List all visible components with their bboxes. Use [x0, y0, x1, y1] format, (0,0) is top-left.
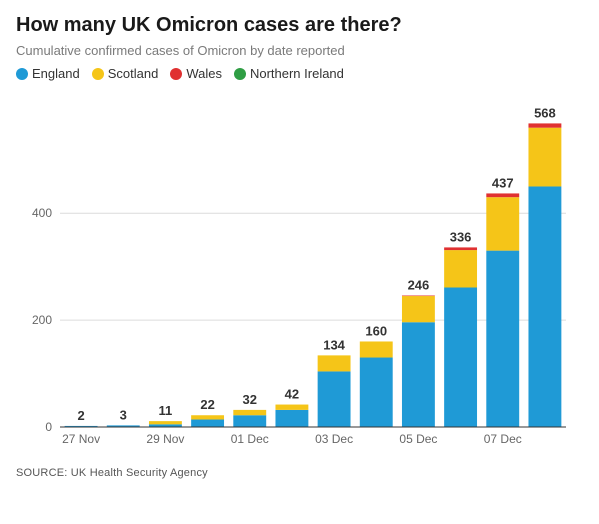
legend-label: Wales	[186, 66, 222, 81]
svg-text:400: 400	[32, 206, 52, 220]
bar-value-label: 160	[365, 323, 387, 338]
legend-item: Scotland	[92, 66, 159, 81]
bar-segment	[486, 197, 519, 250]
bar-value-label: 2	[77, 408, 84, 423]
bar-value-label: 42	[285, 387, 299, 402]
chart-title: How many UK Omicron cases are there?	[16, 14, 583, 37]
bar-segment	[528, 123, 561, 127]
legend-item: England	[16, 66, 80, 81]
bar-value-label: 11	[159, 403, 173, 418]
bar-segment	[486, 193, 519, 197]
bar-segment	[444, 250, 477, 287]
legend-label: England	[32, 66, 80, 81]
legend-label: Scotland	[108, 66, 159, 81]
bar-segment	[360, 341, 393, 357]
x-tick-label: 07 Dec	[484, 432, 522, 446]
bar-value-label: 568	[534, 105, 556, 120]
x-tick-label: 05 Dec	[399, 432, 437, 446]
chart-source: SOURCE: UK Health Security Agency	[16, 467, 583, 479]
bar-segment	[528, 128, 561, 187]
legend-swatch	[170, 68, 182, 80]
legend-swatch	[92, 68, 104, 80]
bar-segment	[233, 410, 266, 415]
chart-area: 0 200 400 2 27 Nov 3 11 29 Nov 22 32 01 Dec 42 134 03…	[16, 97, 583, 457]
bar-segment	[402, 296, 435, 322]
legend-item: Northern Ireland	[234, 66, 344, 81]
x-tick-label: 03 Dec	[315, 432, 353, 446]
legend-label: Northern Ireland	[250, 66, 344, 81]
svg-text:0: 0	[45, 420, 52, 434]
bar-segment	[486, 251, 519, 427]
bar-segment	[191, 420, 224, 427]
bar-value-label: 336	[450, 229, 472, 244]
svg-text:200: 200	[32, 313, 52, 327]
bar-segment	[275, 405, 308, 410]
bar-segment	[528, 186, 561, 427]
bar-value-label: 3	[120, 407, 127, 422]
bar-segment	[233, 415, 266, 427]
bar-segment	[402, 296, 435, 297]
stacked-bar-chart: 0 200 400 2 27 Nov 3 11 29 Nov 22 32 01 Dec 42 134 03…	[16, 97, 576, 457]
x-tick-label: 29 Nov	[146, 432, 184, 446]
bar-segment	[275, 410, 308, 427]
bar-segment	[444, 247, 477, 250]
legend-item: Wales	[170, 66, 222, 81]
legend-swatch	[234, 68, 246, 80]
x-tick-label: 27 Nov	[62, 432, 100, 446]
bar-segment	[318, 355, 351, 371]
bar-segment	[402, 322, 435, 427]
bar-segment	[191, 415, 224, 419]
chart-legend: England Scotland Wales Northern Ireland	[16, 66, 583, 81]
x-tick-label: 01 Dec	[231, 432, 269, 446]
bar-segment	[360, 358, 393, 427]
legend-swatch	[16, 68, 28, 80]
bar-value-label: 22	[200, 397, 214, 412]
bar-segment	[149, 421, 182, 424]
bar-segment	[444, 288, 477, 428]
bar-value-label: 134	[323, 337, 345, 352]
bar-value-label: 437	[492, 175, 514, 190]
bar-value-label: 246	[408, 278, 430, 293]
chart-subtitle: Cumulative confirmed cases of Omicron by…	[16, 43, 583, 58]
bar-segment	[318, 371, 351, 427]
bar-value-label: 32	[243, 392, 257, 407]
